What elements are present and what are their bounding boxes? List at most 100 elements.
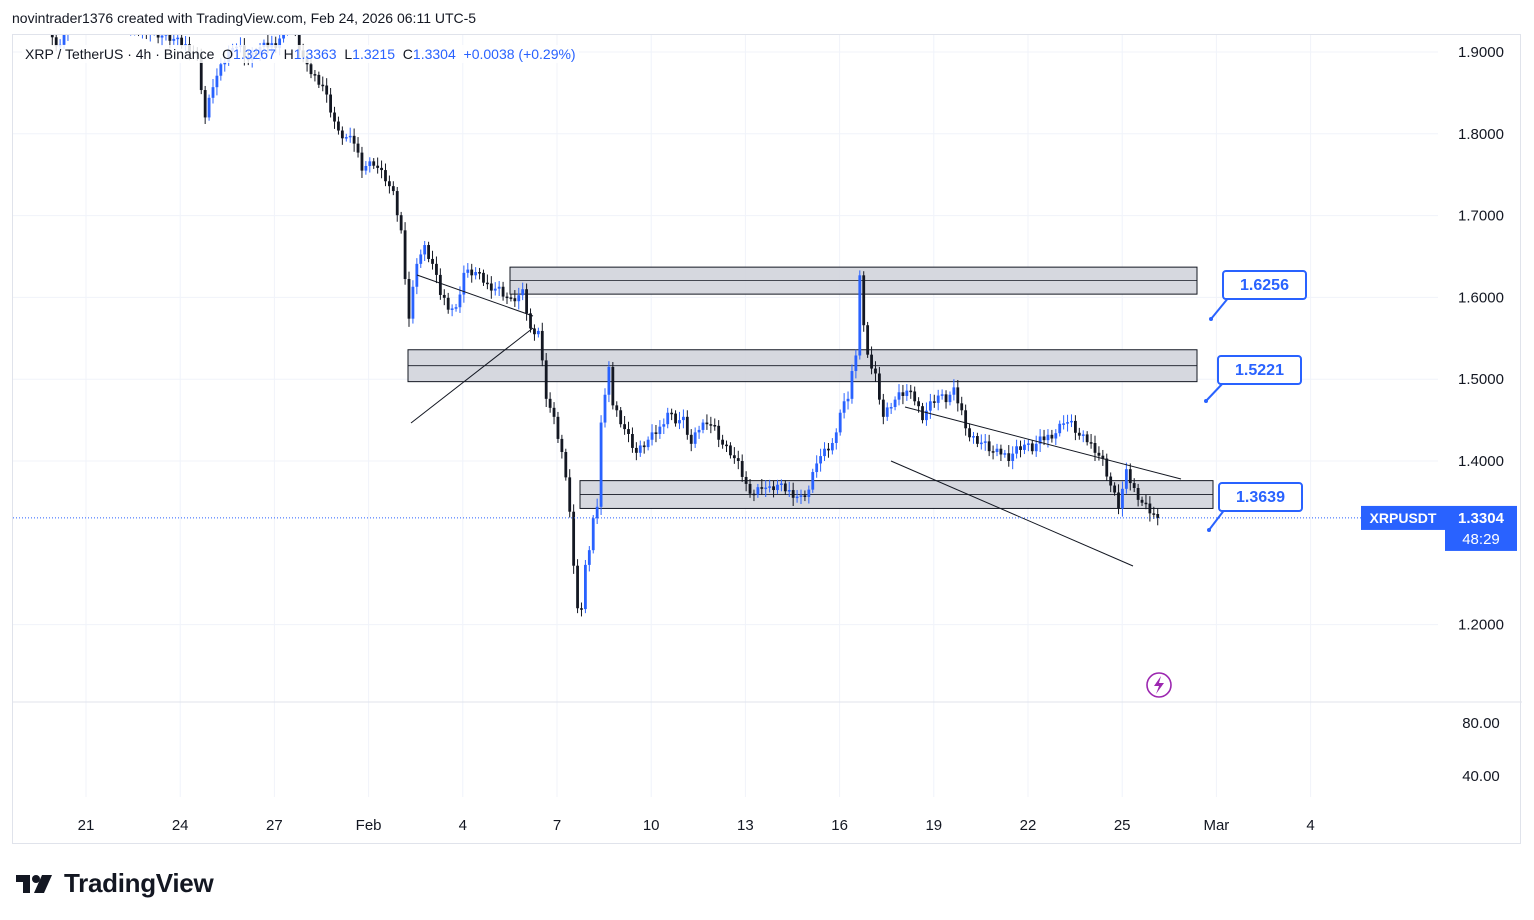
candle-body-111 (450, 308, 454, 310)
candle-body-107 (435, 263, 438, 275)
candle-body-188 (752, 493, 756, 496)
candle-body-255 (1015, 446, 1018, 454)
candle-body-75 (309, 64, 313, 75)
callout-box-1.5221 (1217, 355, 1302, 385)
candle-body-144 (580, 608, 583, 610)
candle-body-72 (297, 35, 301, 51)
candle-body-98 (399, 215, 403, 231)
time-tick-10: 22 (1020, 817, 1037, 834)
candle-body-36 (156, 35, 160, 38)
lightning-icon (1146, 672, 1172, 698)
candlestick-chart[interactable]: 1.6256 1.5221 1.3639 1.9000 1.8000 1.7000 1.6… (13, 35, 1522, 845)
candle-body-215 (858, 275, 862, 356)
candle-body-234 (932, 401, 936, 403)
candle-body-285 (1132, 483, 1136, 488)
callout-dot-1.3639 (1207, 528, 1211, 532)
candle-body-264 (1050, 434, 1054, 439)
candle-body-290 (1152, 513, 1156, 515)
time-tick-2: 27 (266, 817, 283, 834)
candle-body-230 (917, 401, 920, 407)
candle-body-84 (344, 137, 348, 139)
candle-body-185 (740, 461, 744, 477)
price-tick-1.6000: 1.6000 (1458, 289, 1504, 306)
candle-body-231 (921, 406, 924, 421)
candle-body-207 (827, 448, 830, 451)
candle-body-280 (1113, 485, 1116, 493)
candle-body-124 (501, 286, 505, 297)
candle-body-247 (983, 441, 987, 443)
zone-label-layer: 1.6256 1.5221 1.3639 (1146, 270, 1307, 698)
candle-body-158 (634, 447, 638, 453)
candle-body-47 (199, 53, 203, 91)
candle-body-148 (595, 506, 599, 519)
candle-body-168 (674, 413, 677, 424)
candle-body-119 (482, 272, 485, 283)
candle-body-99 (403, 230, 407, 279)
candle-body-277 (1101, 455, 1105, 459)
candle-body-92 (376, 165, 380, 168)
zone-layer (407, 266, 1214, 509)
candle-body-182 (729, 445, 732, 456)
ohlc-legend: XRP / TetherUS · 4h · Binance O1.3267 H1… (22, 45, 579, 63)
candle-body-116 (470, 269, 474, 276)
price-tag-countdown: 48:29 (1462, 531, 1500, 548)
candle-body-121 (489, 283, 493, 291)
candle-body-140 (564, 452, 568, 478)
candle-body-246 (979, 442, 983, 445)
trendline-1 (410, 327, 534, 424)
candle-body-241 (960, 403, 964, 411)
candle-body-145 (584, 564, 587, 610)
candle-body-151 (607, 366, 611, 395)
candle-body-43 (184, 44, 187, 46)
candle-body-252 (1003, 453, 1007, 455)
candle-body-203 (811, 472, 815, 490)
candle-body-235 (936, 395, 940, 403)
price-tick-1.5000: 1.5000 (1458, 371, 1504, 388)
candle-body-177 (709, 424, 713, 426)
candle-body-78 (321, 84, 325, 87)
candle-body-250 (995, 448, 999, 453)
candle-body-164 (658, 426, 662, 435)
price-tick-1.7000: 1.7000 (1458, 208, 1504, 225)
lightning-icon-bolt (1154, 676, 1164, 694)
candle-body-287 (1140, 499, 1144, 503)
candle-body-82 (337, 121, 340, 131)
tradingview-wordmark: TradingView (64, 868, 214, 898)
candle-body-114 (462, 272, 466, 295)
candle-body-221 (881, 399, 885, 417)
candle-body-76 (313, 74, 317, 76)
candle-body-197 (787, 490, 791, 492)
candle-body-237 (944, 394, 948, 403)
candle-body-42 (180, 37, 184, 46)
tradingview-logo[interactable]: TradingView (14, 868, 214, 899)
legend-high: 1.3363 (293, 46, 337, 62)
candle-body-240 (956, 387, 960, 404)
legend-close: 1.3304 (412, 46, 456, 62)
candle-body-9 (50, 35, 54, 38)
candle-body-163 (654, 432, 658, 435)
candle-body-260 (1034, 443, 1038, 452)
candle-body-205 (819, 456, 822, 464)
candle-body-210 (838, 412, 842, 433)
candle-body-146 (587, 550, 591, 565)
candle-body-169 (678, 420, 681, 424)
candle-body-183 (732, 455, 736, 459)
candle-body-202 (807, 489, 811, 497)
chart-frame[interactable]: 1.6256 1.5221 1.3639 1.9000 1.8000 1.7000 1.6… (12, 34, 1522, 845)
candle-body-154 (619, 410, 623, 425)
candle-body-199 (795, 496, 799, 499)
candle-body-242 (964, 410, 968, 429)
candle-body-201 (803, 495, 807, 497)
candle-body-51 (215, 75, 219, 88)
candle-body-130 (525, 289, 528, 314)
time-tick-9: 19 (925, 817, 942, 834)
candle-body-87 (356, 143, 360, 153)
candle-body-193 (772, 486, 775, 491)
candle-body-102 (415, 263, 419, 287)
trendline-2 (904, 406, 1182, 480)
price-tick-1.8000: 1.8000 (1458, 126, 1504, 143)
candle-body-279 (1109, 476, 1113, 486)
candle-body-128 (517, 295, 521, 302)
candle-body-239 (952, 387, 956, 395)
candle-body-10 (54, 37, 58, 47)
